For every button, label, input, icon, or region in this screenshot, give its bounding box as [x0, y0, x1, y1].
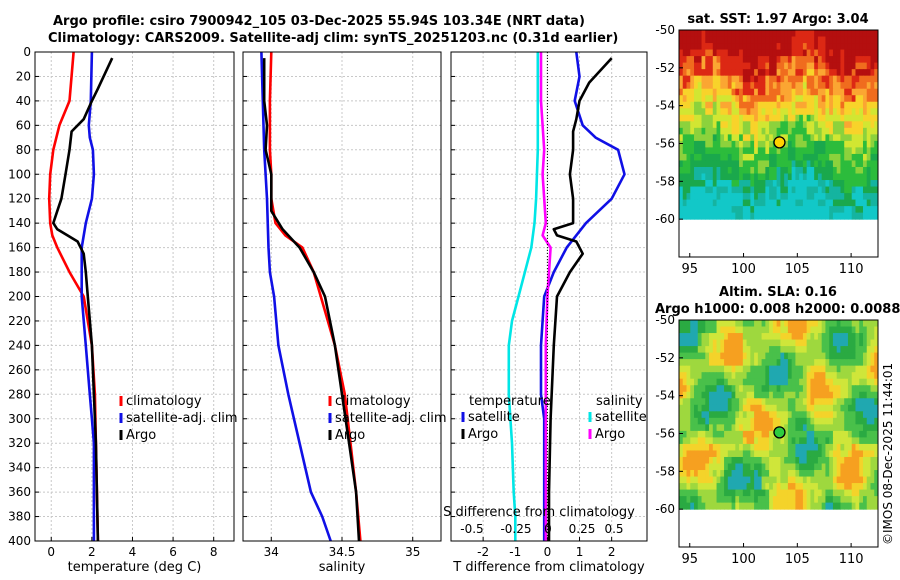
series-line-argo-temperature-	[547, 57, 613, 541]
sst-map-frame	[678, 29, 879, 258]
y-tick-label: 80	[16, 143, 31, 157]
series-line-satellite-adj-clim	[260, 51, 332, 542]
series-line-satellite-salinity-	[507, 52, 540, 541]
secondary-x-tick-label: 0.25	[569, 522, 596, 536]
temperature-panel-frame	[34, 51, 235, 542]
diff-legend-salinity-label: Argo	[595, 427, 625, 442]
map-y-tick-label: -50	[655, 23, 675, 37]
sla-map-title: Altim. SLA: 0.16	[719, 285, 837, 300]
map-y-tick-label: -56	[655, 427, 675, 441]
series-line-climatology	[268, 51, 362, 542]
map-y-tick-label: -58	[655, 464, 675, 478]
map-y-tick-label: -58	[655, 174, 675, 188]
y-tick-label: 280	[8, 387, 31, 401]
x-tick-label: 0	[544, 545, 552, 559]
chart-title-line-2: Climatology: CARS2009. Satellite-adj cli…	[48, 31, 619, 46]
x-tick-label: 35	[405, 545, 420, 559]
diff-legend-temperature-heading: temperature	[469, 394, 551, 409]
y-tick-label: 140	[8, 216, 31, 230]
x-axis-label: T difference from climatology	[452, 560, 645, 575]
diff-legend-temperature-label: Argo	[468, 427, 498, 442]
y-tick-label: 400	[8, 534, 31, 548]
map-x-tick-label: 95	[681, 552, 698, 567]
sla-map-frame	[678, 319, 879, 548]
x-axis-label: salinity	[319, 560, 366, 575]
y-tick-label: 0	[23, 45, 31, 59]
argo-location-marker	[773, 426, 786, 439]
y-tick-label: 380	[8, 510, 31, 524]
salinity-legend-label: satellite-adj. clim	[335, 411, 447, 426]
y-tick-label: 340	[8, 461, 31, 475]
x-tick-label: 2	[88, 545, 96, 559]
series-line-satellite-temperature-	[539, 51, 626, 541]
map-y-tick-label: -52	[655, 61, 675, 75]
map-y-tick-label: -52	[655, 351, 675, 365]
secondary-x-tick-label: 0.5	[604, 522, 623, 536]
x-tick-label: 8	[210, 545, 218, 559]
sla-map-field	[679, 320, 879, 510]
salinity-legend-label: Argo	[335, 428, 365, 443]
diff-legend-salinity-heading: salinity	[596, 394, 643, 409]
y-tick-label: 200	[8, 290, 31, 304]
x-tick-label: 6	[169, 545, 177, 559]
secondary-x-tick-label: 0	[544, 522, 552, 536]
map-y-tick-label: -60	[655, 502, 675, 516]
y-tick-label: 220	[8, 314, 31, 328]
y-tick-label: 300	[8, 412, 31, 426]
map-y-tick-label: -50	[655, 313, 675, 327]
map-y-tick-label: -60	[655, 212, 675, 226]
diff-legend-salinity-label: satellite	[595, 410, 647, 425]
diff-legend-temperature-label: satellite	[468, 410, 520, 425]
x-tick-label: 4	[129, 545, 137, 559]
x-tick-label: 0	[47, 545, 55, 559]
map-x-tick-label: 95	[681, 262, 698, 277]
chart-title-line-1: Argo profile: csiro 7900942_105 03-Dec-2…	[53, 14, 585, 29]
secondary-x-tick-label: -0.25	[500, 522, 531, 536]
temperature-legend-label: satellite-adj. clim	[126, 411, 238, 426]
salinity-legend-label: climatology	[335, 394, 411, 409]
map-x-tick-label: 110	[839, 262, 864, 277]
sst-map-field	[679, 30, 879, 220]
x-tick-label: 1	[576, 545, 584, 559]
secondary-x-tick-label: -0.5	[460, 522, 483, 536]
map-x-tick-label: 105	[785, 262, 810, 277]
map-y-tick-label: -56	[655, 137, 675, 151]
argo-location-marker	[773, 136, 786, 149]
y-tick-label: 120	[8, 192, 31, 206]
series-line-argo-salinity-	[539, 52, 552, 541]
temperature-legend-label: climatology	[126, 394, 202, 409]
y-tick-label: 20	[16, 69, 31, 83]
map-x-tick-label: 100	[731, 552, 756, 567]
x-axis-label: temperature (deg C)	[68, 560, 202, 575]
y-tick-label: 260	[8, 363, 31, 377]
x-tick-label: -2	[477, 545, 489, 559]
sla-map-subtitle: Argo h1000: 0.008 h2000: 0.0088	[655, 302, 900, 317]
map-x-tick-label: 105	[785, 552, 810, 567]
map-x-tick-label: 110	[839, 552, 864, 567]
sst-map-title: sat. SST: 1.97 Argo: 3.04	[687, 12, 868, 27]
x-tick-label: 34.5	[329, 545, 356, 559]
salinity-panel-frame	[242, 51, 442, 542]
y-tick-label: 40	[16, 94, 31, 108]
imos-timestamp: ©IMOS 08-Dec-2025 11:44:01	[881, 362, 895, 545]
secondary-x-axis-label: S difference from climatology	[443, 505, 635, 520]
y-tick-label: 240	[8, 338, 31, 352]
temperature-legend-label: Argo	[126, 428, 156, 443]
y-tick-label: 360	[8, 485, 31, 499]
x-tick-label: -1	[509, 545, 521, 559]
map-y-tick-label: -54	[655, 389, 675, 403]
series-line-argo	[262, 58, 361, 542]
y-tick-label: 60	[16, 118, 31, 132]
x-tick-label: 2	[608, 545, 616, 559]
y-tick-label: 100	[8, 167, 31, 181]
map-y-tick-label: -54	[655, 99, 675, 113]
series-line-argo	[51, 57, 114, 542]
x-tick-label: 34	[264, 545, 279, 559]
difference-panel-frame	[450, 51, 648, 542]
y-tick-label: 160	[8, 241, 31, 255]
map-x-tick-label: 100	[731, 262, 756, 277]
y-tick-label: 320	[8, 436, 31, 450]
y-tick-label: 180	[8, 265, 31, 279]
